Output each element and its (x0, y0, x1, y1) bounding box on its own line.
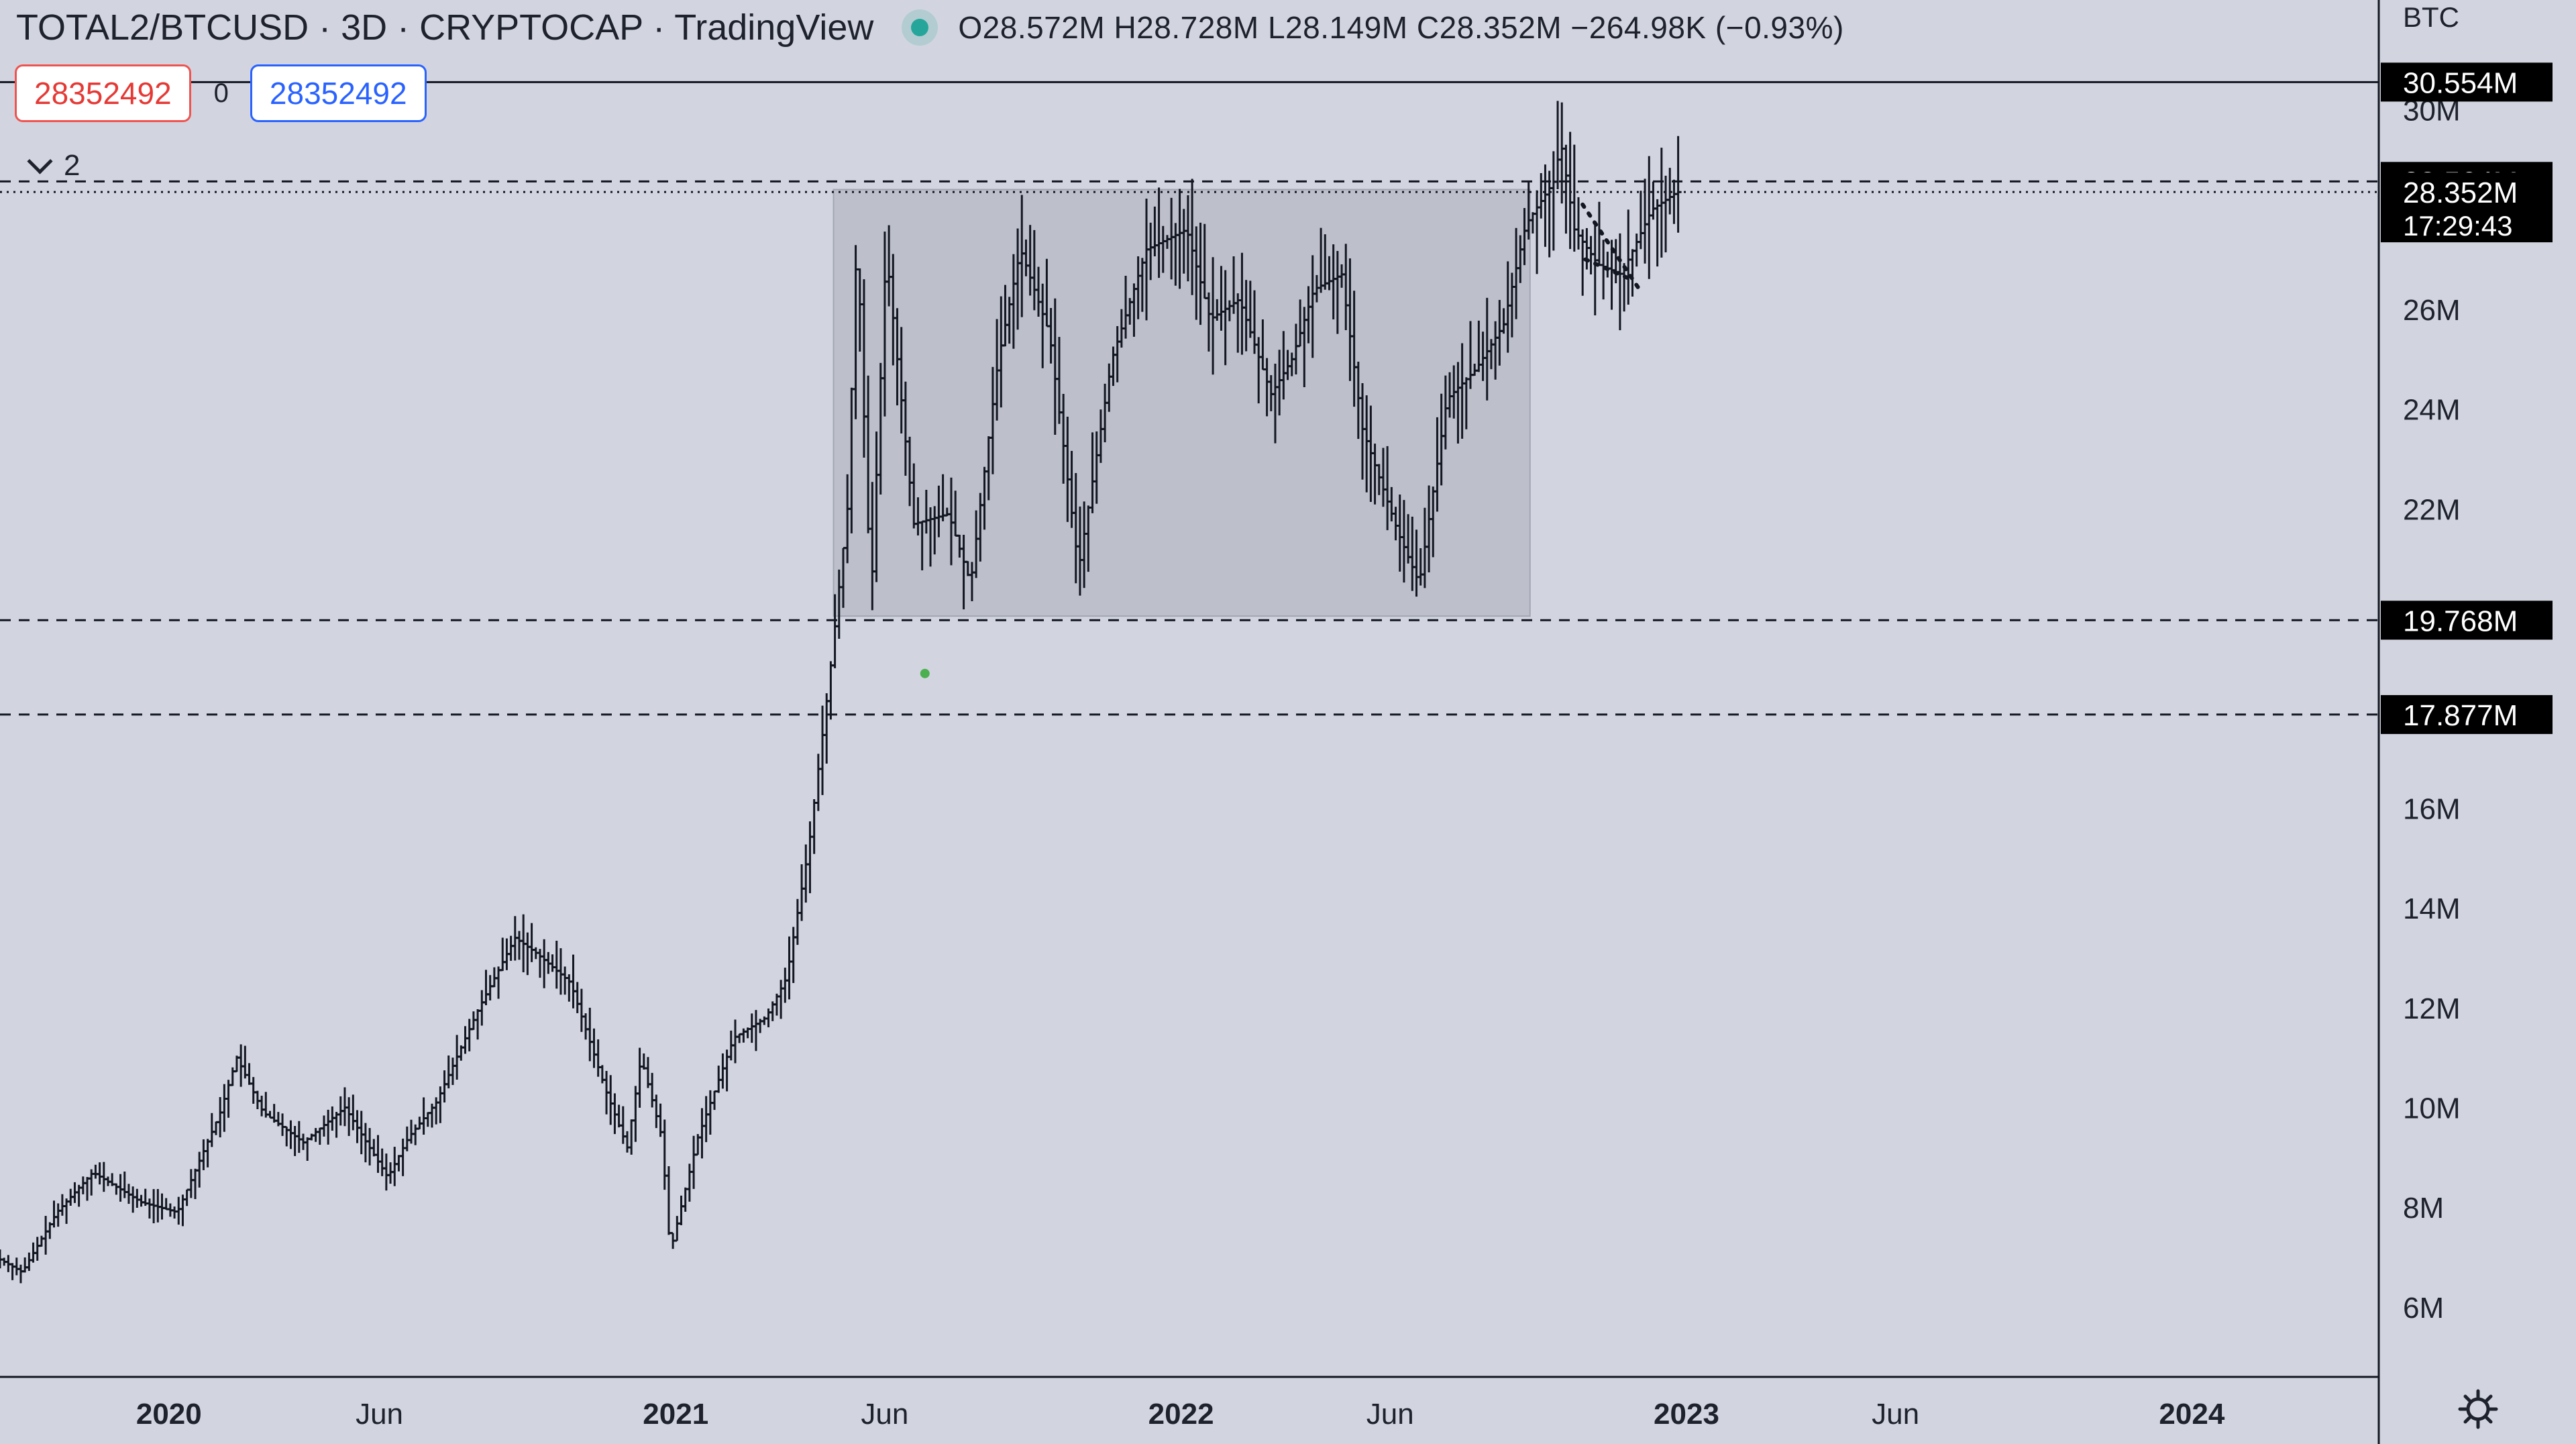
price-badge-value: 30.554M (2403, 66, 2518, 99)
bar-countdown: 17:29:43 (2403, 210, 2513, 242)
price-badge-value: 17.877M (2403, 699, 2518, 732)
time-axis-tick: Jun (861, 1398, 908, 1431)
ohlc-readout: O28.572M H28.728M L28.149M C28.352M −264… (958, 10, 1844, 45)
trend-line[interactable] (1583, 257, 1633, 282)
market-status-icon (911, 19, 929, 36)
price-badge: 17.877M (2381, 694, 2553, 734)
signal-marker-dot (920, 668, 930, 678)
chart-header: TOTAL2/BTCUSD · 3D · CRYPTOCAP · Trading… (16, 4, 1844, 51)
price-axis-tick: 10M (2403, 1092, 2461, 1125)
time-axis-tick: 2021 (643, 1398, 708, 1431)
buy-price-button[interactable]: 28352492 (250, 64, 427, 122)
price-badge: 19.768M (2381, 601, 2553, 640)
range-rectangle-drawing[interactable] (833, 189, 1531, 617)
time-axis-tick: 2022 (1148, 1398, 1214, 1431)
ohlc-bar (1674, 136, 1682, 233)
price-badge-value: 19.768M (2403, 605, 2518, 637)
price-badge-value: 28.352M (2403, 176, 2518, 209)
time-axis-tick: Jun (356, 1398, 403, 1431)
price-axis-tick: 24M (2403, 394, 2461, 427)
time-axis-labels[interactable]: 2020 Jun 2021 Jun 2022 Jun 2023 Jun 2024 (136, 1398, 2225, 1431)
time-axis-tick: Jun (1872, 1398, 1919, 1431)
price-axis-badges: 30.554M28.564M28.352M17:29:4319.768M17.8… (2381, 62, 2553, 734)
trading-panel: 28352492 0 28352492 (15, 64, 427, 122)
indicators-toggle[interactable]: 2 (27, 148, 80, 183)
time-axis-tick: Jun (1366, 1398, 1414, 1431)
price-axis-tick: 22M (2403, 493, 2461, 526)
symbol-title[interactable]: TOTAL2/BTCUSD · 3D · CRYPTOCAP · Trading… (16, 7, 874, 48)
spread-value: 0 (213, 78, 229, 108)
price-axis-tick: 6M (2403, 1292, 2444, 1325)
time-axis-tick: 2024 (2159, 1398, 2224, 1431)
chevron-down-icon (27, 148, 53, 174)
time-axis-tick: 2020 (136, 1398, 202, 1431)
price-axis-tick: 8M (2403, 1192, 2444, 1225)
price-badge: 30.554M (2381, 62, 2553, 102)
price-axis-tick: 14M (2403, 892, 2461, 925)
price-axis-tick: 26M (2403, 294, 2461, 327)
trend-line[interactable] (1580, 202, 1642, 292)
horizontal-lines (0, 81, 2379, 716)
settings-gear-icon[interactable] (2457, 1388, 2500, 1431)
price-axis-tick: 12M (2403, 992, 2461, 1025)
price-axis-unit: BTC (2403, 1, 2459, 33)
time-axis-tick: 2023 (1654, 1398, 1719, 1431)
price-axis-tick: 16M (2403, 792, 2461, 825)
sell-price-button[interactable]: 28352492 (15, 64, 191, 122)
indicators-count: 2 (64, 149, 80, 182)
trend-line-drawings (1580, 202, 1642, 292)
